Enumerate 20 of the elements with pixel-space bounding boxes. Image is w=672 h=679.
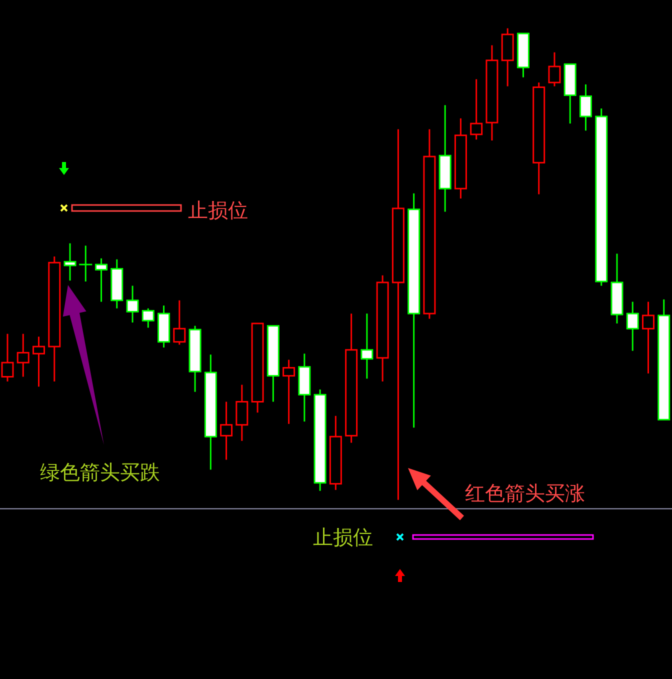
annotation: 红色箭头买涨: [465, 480, 585, 506]
candlestick: [282, 359, 296, 425]
candlestick: [642, 301, 654, 374]
candlestick: [626, 301, 639, 352]
candlestick: [16, 333, 30, 378]
candlestick: [360, 312, 374, 380]
text: 止损位: [313, 524, 373, 550]
candlestick: [579, 84, 592, 132]
candlestick: [142, 308, 154, 328]
candlestick: [173, 300, 186, 346]
candlestick: [548, 52, 561, 88]
candlestick: [64, 242, 76, 282]
candlestick: [470, 78, 483, 140]
candlestick: [126, 284, 139, 324]
candlestick: [220, 400, 233, 460]
candlestick: [236, 384, 248, 442]
candlestick: [95, 258, 108, 303]
annotation: 绿色箭头买跌: [40, 459, 160, 485]
candlestick: [32, 336, 46, 388]
annotation: 止损位: [188, 197, 248, 223]
